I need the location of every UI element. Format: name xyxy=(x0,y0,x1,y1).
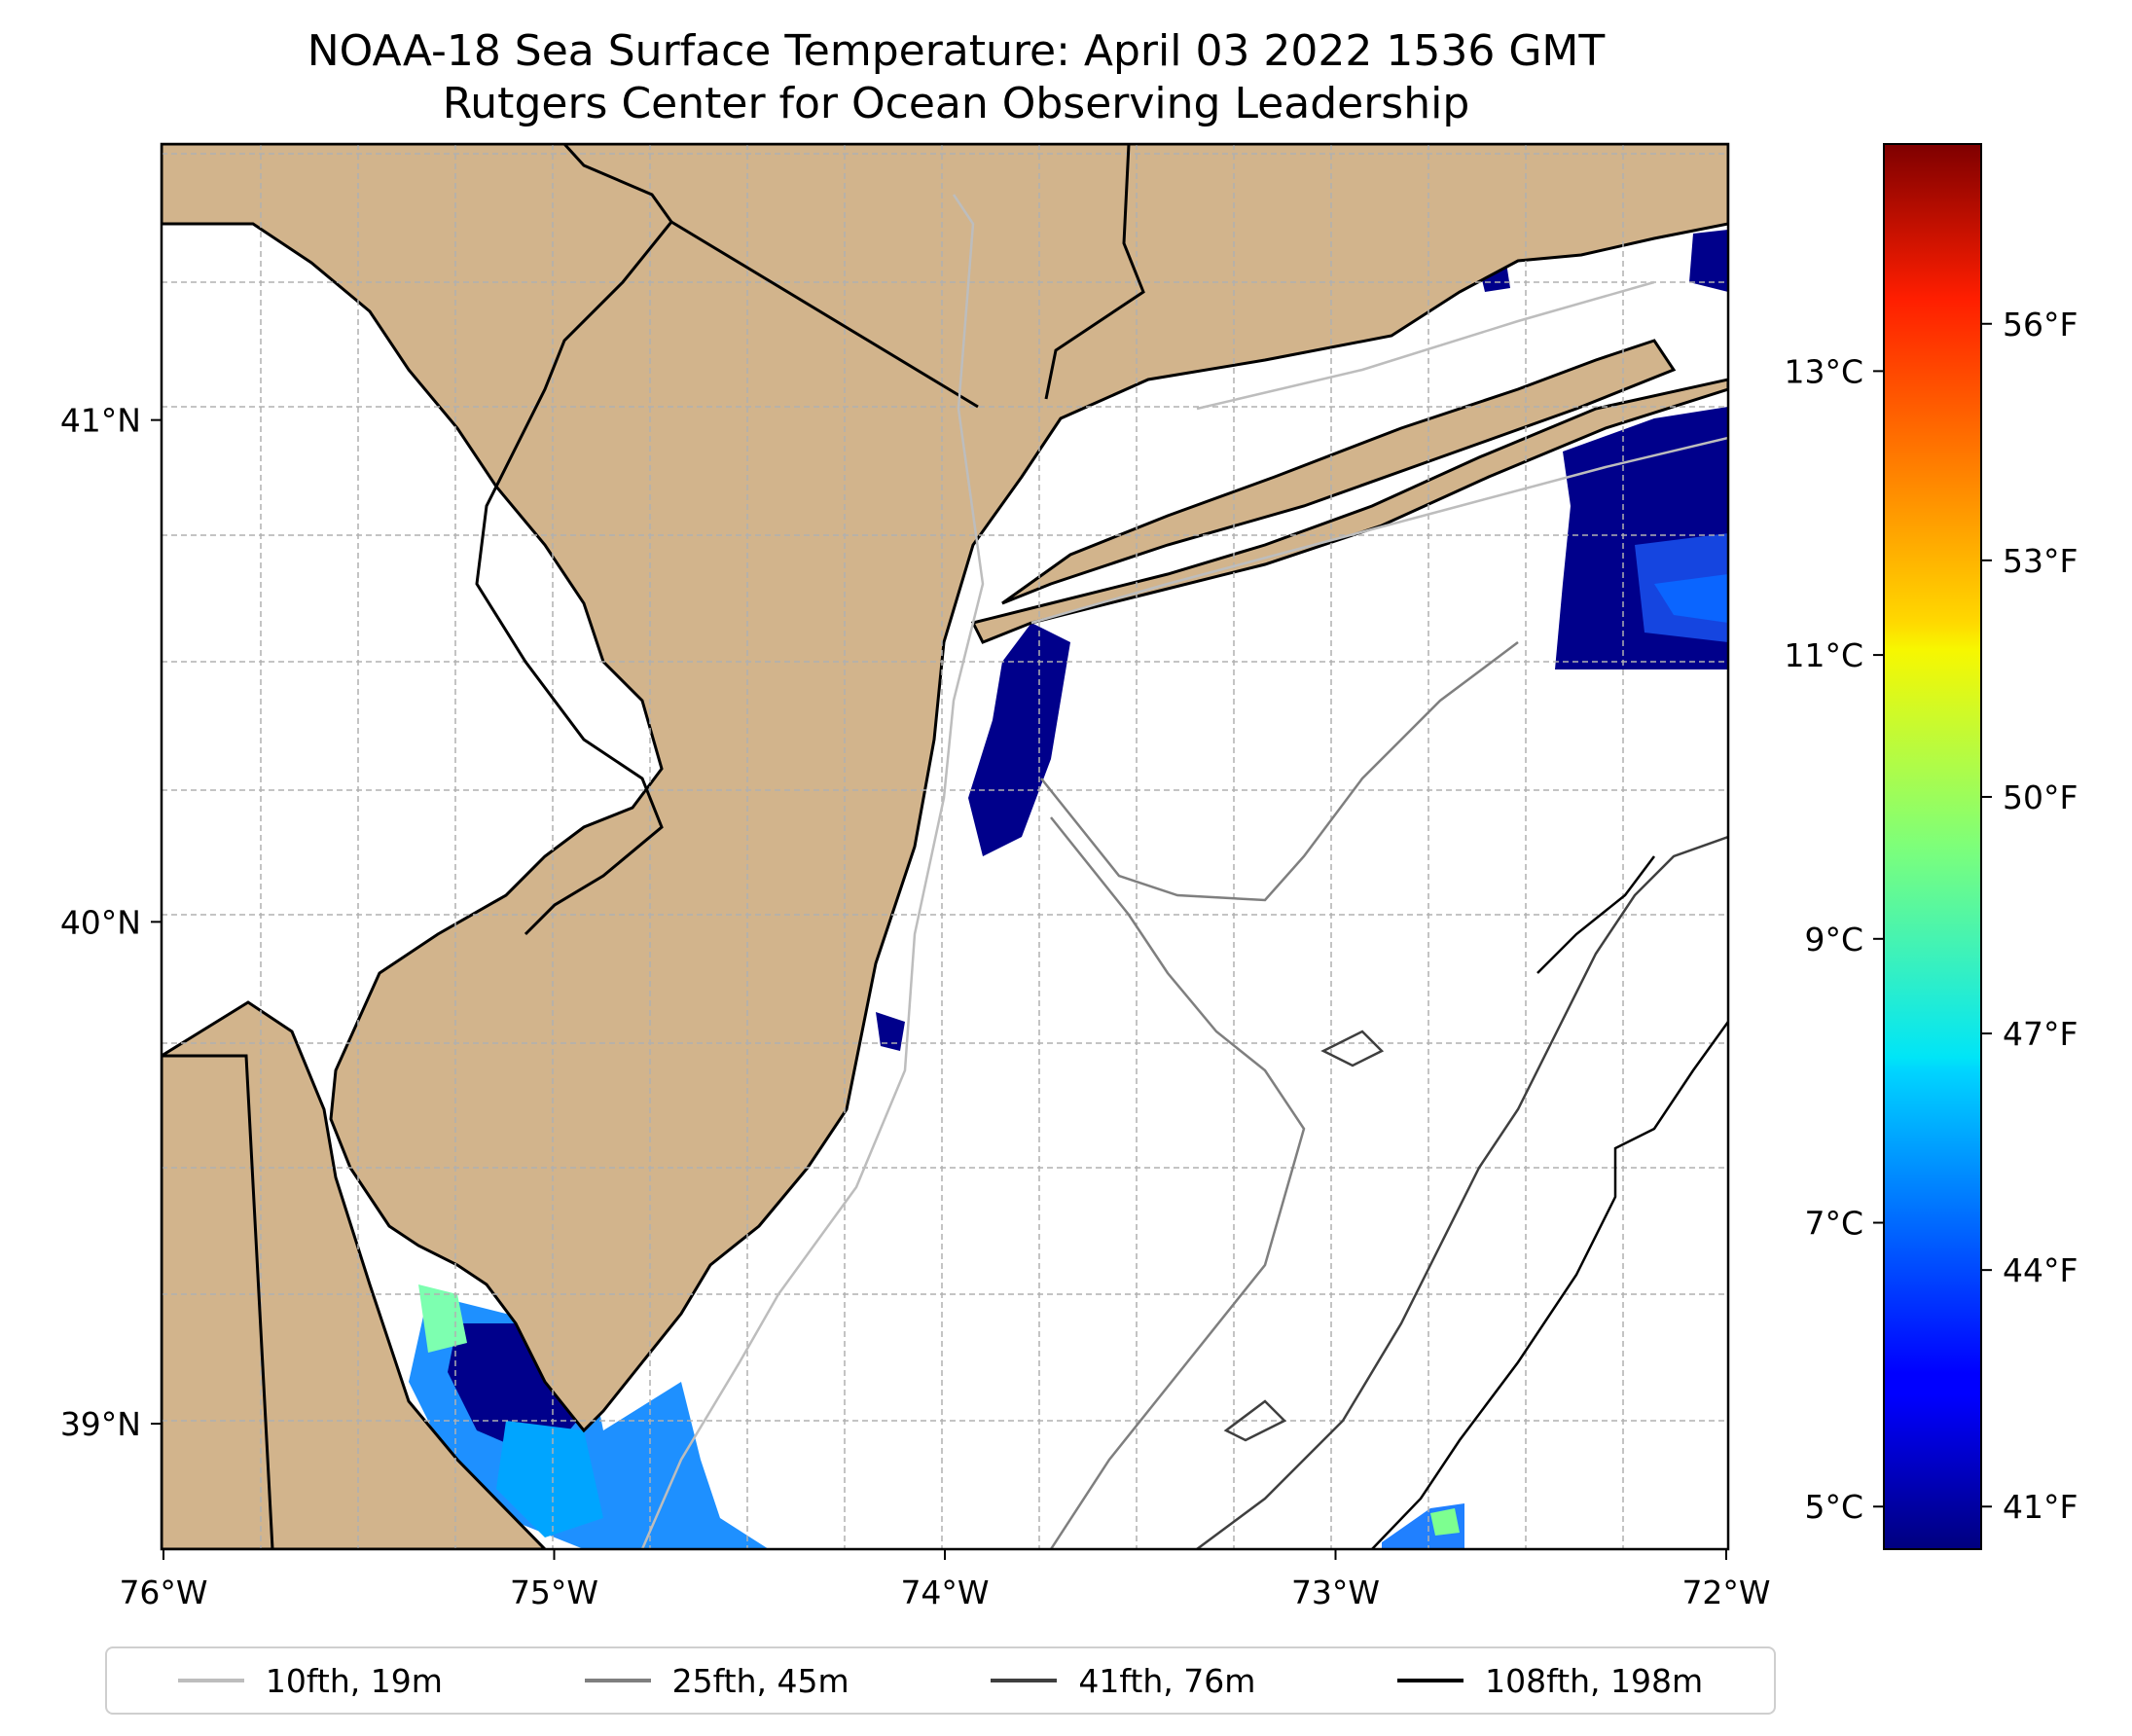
y-tick-label: 39°N xyxy=(60,1405,141,1443)
legend-item-10fth: 10fth, 19m xyxy=(177,1661,443,1700)
y-tick-label: 41°N xyxy=(60,402,141,440)
x-tick-label: 74°W xyxy=(900,1573,989,1611)
map-title: NOAA-18 Sea Surface Temperature: April 0… xyxy=(307,26,1606,76)
legend-item-108fth: 108fth, 198m xyxy=(1397,1662,1703,1700)
legend-swatch xyxy=(1397,1679,1464,1682)
colorbar xyxy=(1883,143,1982,1550)
isobath-legend: 10fth, 19m 25fth, 45m 41fth, 76m 108fth,… xyxy=(105,1646,1776,1715)
y-axis-ticks: 41°N 40°N 39°N xyxy=(60,402,162,1443)
isobath-108fth xyxy=(1371,855,1728,1549)
x-tick-label: 72°W xyxy=(1681,1573,1770,1611)
fahrenheit-tick-label: 44°F xyxy=(2003,1251,2078,1289)
celsius-tick-label: 13°C xyxy=(1784,352,1863,390)
legend-item-41fth: 41fth, 76m xyxy=(991,1662,1255,1700)
legend-label: 41fth, 76m xyxy=(1078,1661,1256,1700)
x-tick-label: 76°W xyxy=(119,1573,207,1611)
legend-label: 108fth, 198m xyxy=(1485,1661,1704,1700)
legend-swatch xyxy=(177,1679,244,1682)
x-tick-label: 73°W xyxy=(1291,1573,1380,1611)
fahrenheit-tick-label: 53°F xyxy=(2003,542,2078,580)
isobath-25fth xyxy=(1040,641,1519,1549)
fahrenheit-tick-label: 47°F xyxy=(2003,1015,2078,1053)
legend-label: 25fth, 45m xyxy=(671,1661,849,1700)
legend-label: 10fth, 19m xyxy=(265,1661,443,1700)
celsius-tick-label: 11°C xyxy=(1784,636,1863,674)
legend-swatch xyxy=(991,1679,1058,1682)
state-borders xyxy=(162,144,1145,1549)
isobath-10fth xyxy=(640,194,1728,1549)
x-tick-label: 75°W xyxy=(510,1573,598,1611)
colorbar-fahrenheit-ticks: 41°F 44°F 47°F 50°F 53°F 56°F xyxy=(1981,306,2078,1526)
y-tick-label: 40°N xyxy=(60,903,141,941)
map-subtitle: Rutgers Center for Ocean Observing Leade… xyxy=(442,79,1470,128)
legend-swatch xyxy=(584,1679,651,1682)
isobath-41fth xyxy=(1196,835,1728,1549)
colorbar-celsius-ticks: 5°C 7°C 9°C 11°C 13°C xyxy=(1784,352,1884,1526)
fahrenheit-tick-label: 41°F xyxy=(2003,1488,2078,1526)
fahrenheit-tick-label: 56°F xyxy=(2003,306,2078,344)
fahrenheit-tick-label: 50°F xyxy=(2003,778,2078,816)
celsius-tick-label: 5°C xyxy=(1804,1488,1863,1526)
x-axis-ticks: 76°W 75°W 74°W 73°W 72°W xyxy=(119,1549,1771,1611)
legend-item-25fth: 25fth, 45m xyxy=(584,1661,849,1700)
celsius-tick-label: 7°C xyxy=(1804,1205,1863,1243)
celsius-tick-label: 9°C xyxy=(1804,921,1863,958)
